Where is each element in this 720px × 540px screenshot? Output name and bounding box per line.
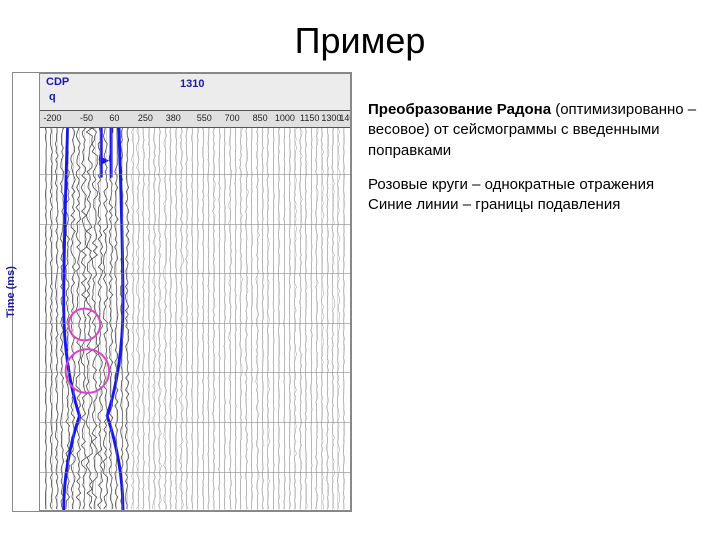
gridline [40, 422, 350, 423]
desc-bold: Преобразование Радона [368, 101, 551, 118]
trace-baseline [343, 128, 344, 510]
trace-baseline [62, 128, 63, 510]
trace-baseline [246, 128, 247, 510]
trace-baseline [149, 128, 150, 510]
x-tick: 850 [253, 113, 268, 123]
trace-baseline [257, 128, 258, 510]
trace-baseline [284, 128, 285, 510]
desc-line2: Розовые круги – однократные отражения [368, 176, 654, 193]
header-value: 1310 [180, 78, 204, 90]
x-tick: -200 [43, 113, 61, 123]
y-axis-label: Time (ms) [5, 266, 17, 318]
trace-baseline [181, 128, 182, 510]
trace-baseline [73, 128, 74, 510]
trace-baseline [289, 128, 290, 510]
desc-p2: Розовые круги – однократные отражения Си… [368, 175, 708, 216]
gridline [40, 472, 350, 473]
trace-baseline [316, 128, 317, 510]
trace-baseline [159, 128, 160, 510]
blue-boundary [107, 128, 123, 510]
plot-area: 500100015002000250030003500 [40, 128, 350, 510]
trace-baseline [192, 128, 193, 510]
trace-baseline [230, 128, 231, 510]
trace-baseline [251, 128, 252, 510]
x-tick: 140 [339, 113, 351, 123]
trace-baseline [95, 128, 96, 510]
trace-baseline [46, 128, 47, 510]
trace-baseline [154, 128, 155, 510]
trace-baseline [89, 128, 90, 510]
trace-baseline [213, 128, 214, 510]
trace-baseline [224, 128, 225, 510]
trace-baseline [143, 128, 144, 510]
trace-baseline [133, 128, 134, 510]
trace-baseline [278, 128, 279, 510]
trace-baseline [300, 128, 301, 510]
gridline [40, 174, 350, 175]
x-tick: 1150 [300, 113, 319, 123]
x-tick: -50 [80, 113, 93, 123]
trace-baseline [332, 128, 333, 510]
trace-baseline [219, 128, 220, 510]
gridline [40, 224, 350, 225]
trace-baseline [321, 128, 322, 510]
x-axis: -200-5060250380550700850100011501300140 [40, 110, 350, 128]
trace-baseline [127, 128, 128, 510]
trace-baseline [100, 128, 101, 510]
trace-baseline [305, 128, 306, 510]
trace-baseline [294, 128, 295, 510]
desc-line3: Синие линии – границы подавления [368, 196, 620, 213]
trace-baseline [337, 128, 338, 510]
desc-p1: Преобразование Радона (оптимизированно –… [368, 100, 708, 161]
trace-baseline [197, 128, 198, 510]
trace-baseline [116, 128, 117, 510]
seismic-chart: Time (ms) CDP q 1310 -200-50602503805507… [12, 72, 352, 512]
trace-baseline [327, 128, 328, 510]
trace-baseline [262, 128, 263, 510]
gridline [40, 273, 350, 274]
trace-baseline [311, 128, 312, 510]
q-label: q [49, 91, 56, 103]
gridline [40, 372, 350, 373]
x-tick: 1000 [275, 113, 295, 123]
trace-baseline [170, 128, 171, 510]
trace-baseline [235, 128, 236, 510]
trace-baseline [176, 128, 177, 510]
trace-baseline [111, 128, 112, 510]
trace-baseline [186, 128, 187, 510]
trace-baseline [57, 128, 58, 510]
trace-baseline [208, 128, 209, 510]
trace-baseline [68, 128, 69, 510]
trace-baseline [52, 128, 53, 510]
content-row: Time (ms) CDP q 1310 -200 -50 60 250 380 550 7… [0, 72, 720, 512]
trace-baseline [122, 128, 123, 510]
trace-baseline [106, 128, 107, 510]
x-tick: 700 [225, 113, 240, 123]
trace-baseline [84, 128, 85, 510]
chart-inner: CDP q 1310 -200 -50 60 250 380 550 700 850 1000 1… [39, 73, 351, 511]
x-tick: 550 [197, 113, 212, 123]
x-tick: 60 [109, 113, 119, 123]
trace-baseline [138, 128, 139, 510]
slide-title: Пример [0, 0, 720, 72]
description: Преобразование Радона (оптимизированно –… [352, 72, 708, 512]
trace-baseline [273, 128, 274, 510]
cdp-label: CDP [46, 76, 69, 88]
trace-baseline [79, 128, 80, 510]
x-tick: 380 [166, 113, 181, 123]
overlay [40, 128, 350, 510]
trace-baseline [165, 128, 166, 510]
trace-baseline [267, 128, 268, 510]
x-tick: 250 [138, 113, 153, 123]
trace-baseline [240, 128, 241, 510]
trace-baseline [203, 128, 204, 510]
gridline [40, 323, 350, 324]
